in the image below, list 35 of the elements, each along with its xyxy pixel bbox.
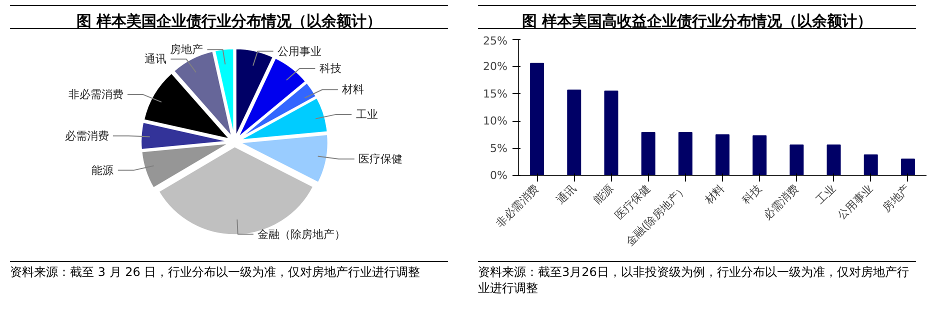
slice-label: 医疗保健	[358, 152, 403, 166]
slice-label: 工业	[356, 108, 378, 121]
slice-label: 材料	[341, 83, 364, 96]
x-tick-label: 材料	[702, 182, 728, 208]
bar	[864, 154, 878, 176]
x-tick-label: 通讯	[554, 182, 579, 207]
slice-label: 金融（除房地产）	[258, 228, 346, 241]
y-tick-label: 5%	[490, 142, 508, 155]
x-tick-label: 非必需消费	[494, 182, 542, 230]
y-tick-label: 20%	[483, 60, 508, 74]
slice-label: 公用事业	[277, 44, 322, 58]
x-tick-label: 房地产	[880, 182, 913, 214]
slice-label: 非必需消费	[68, 88, 124, 102]
bar	[752, 135, 767, 176]
slice-label: 能源	[92, 164, 114, 177]
bar	[567, 90, 582, 176]
bar	[604, 90, 618, 176]
slice-label: 科技	[319, 62, 342, 75]
bar	[790, 144, 804, 176]
y-tick-label: 25%	[483, 34, 508, 48]
bar	[826, 144, 841, 176]
y-tick-label: 10%	[483, 114, 508, 128]
bar	[530, 62, 544, 176]
text: 资料来源：截至 3 月 26 日，行业分布以一级为准，仅对房地产行业进行调整	[10, 264, 420, 280]
bar	[900, 158, 915, 176]
bar	[678, 132, 692, 176]
x-tick-label: 能源	[591, 182, 616, 207]
slice-label: 通讯	[144, 52, 167, 66]
slice-label: 房地产	[170, 43, 204, 56]
slice-label: 必需消费	[64, 129, 109, 142]
text: 资料来源：截至3月26日，以非投资级为例，行业分布以一级为准，仅对房地产行业进行调整	[478, 264, 910, 296]
y-tick-label: 0%	[490, 169, 508, 182]
bar	[641, 132, 656, 176]
bar	[716, 134, 730, 176]
y-tick-label: 15%	[483, 87, 508, 100]
